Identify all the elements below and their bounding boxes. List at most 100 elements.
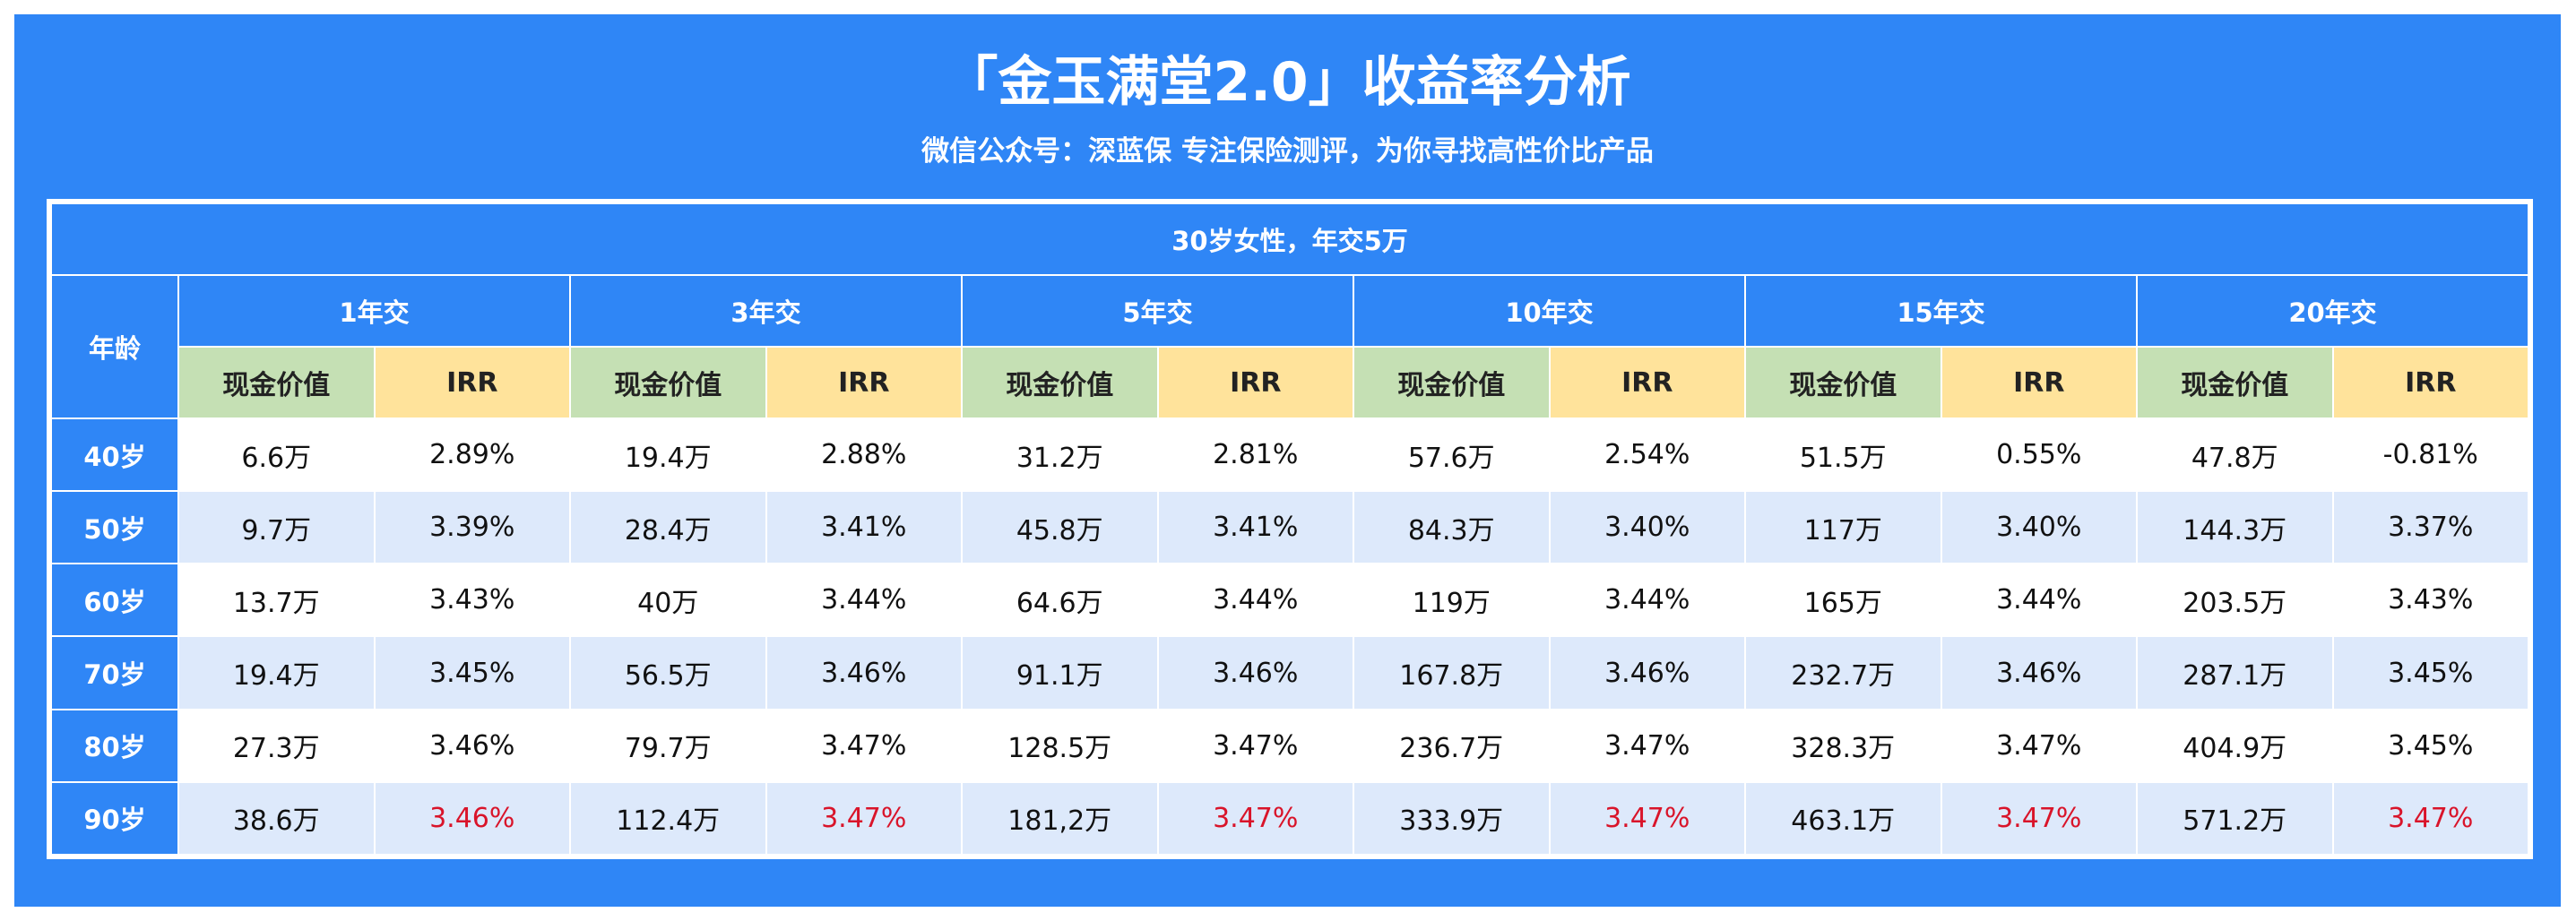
table-row: 80岁 27.3万 3.46% 79.7万 3.47% 128.5万 3.47% 236.7万… [50, 708, 2529, 783]
cash-value-header: 现金价值 [1353, 346, 1551, 419]
cash-value-cell: 64.6万 [961, 563, 1159, 638]
irr-cell: 2.88% [765, 417, 963, 493]
table-row: 70岁 19.4万 3.45% 56.5万 3.46% 91.1万 3.46% 167.8万 3… [50, 635, 2529, 710]
irr-cell: 0.55% [1940, 417, 2138, 493]
age-cell: 40岁 [50, 417, 179, 493]
irr-cell: 2.89% [373, 417, 571, 493]
term-header: 20年交 [2136, 274, 2529, 348]
cash-value-cell: 571.2万 [2136, 780, 2334, 856]
irr-cell: 3.46% [1156, 635, 1354, 710]
cash-value-cell: 91.1万 [961, 635, 1159, 710]
irr-cell: 3.44% [1156, 563, 1354, 638]
irr-cell: 3.43% [373, 563, 571, 638]
irr-cell: 3.46% [373, 780, 571, 856]
table-row: 50岁 9.7万 3.39% 28.4万 3.41% 45.8万 3.41% 84.3万 3.4… [50, 490, 2529, 565]
irr-cell: 3.41% [1156, 490, 1354, 565]
irr-cell: 3.44% [765, 563, 963, 638]
irr-cell: -0.81% [2331, 417, 2529, 493]
cash-value-cell: 144.3万 [2136, 490, 2334, 565]
report-panel: 「金玉满堂2.0」收益率分析 微信公众号：深蓝保 专注保险测评，为你寻找高性价比… [14, 14, 2561, 907]
age-cell: 70岁 [50, 635, 179, 710]
cash-value-cell: 112.4万 [569, 780, 767, 856]
term-header: 5年交 [961, 274, 1354, 348]
age-cell: 50岁 [50, 490, 179, 565]
cash-value-cell: 79.7万 [569, 708, 767, 783]
irr-cell: 3.40% [1940, 490, 2138, 565]
irr-cell: 3.47% [1156, 780, 1354, 856]
term-header: 10年交 [1353, 274, 1746, 348]
irr-cell: 3.44% [1548, 563, 1746, 638]
cash-value-cell: 165万 [1744, 563, 1942, 638]
table-caption: 30岁女性，年交5万 [50, 202, 2529, 276]
irr-table-container: 30岁女性，年交5万 年龄 1年交 3年交 5年交 10年交 15年交 20年交 现金价值… [47, 199, 2533, 859]
term-header: 15年交 [1744, 274, 2138, 348]
irr-cell: 3.41% [765, 490, 963, 565]
irr-cell: 3.47% [1940, 780, 2138, 856]
cash-value-header: 现金价值 [961, 346, 1159, 419]
cash-value-cell: 128.5万 [961, 708, 1159, 783]
cash-value-cell: 19.4万 [177, 635, 376, 710]
cash-value-cell: 31.2万 [961, 417, 1159, 493]
cash-value-cell: 28.4万 [569, 490, 767, 565]
cash-value-cell: 38.6万 [177, 780, 376, 856]
cash-value-cell: 167.8万 [1353, 635, 1551, 710]
cash-value-cell: 13.7万 [177, 563, 376, 638]
irr-cell: 3.47% [765, 780, 963, 856]
cash-value-cell: 40万 [569, 563, 767, 638]
cash-value-cell: 328.3万 [1744, 708, 1942, 783]
cash-value-cell: 56.5万 [569, 635, 767, 710]
term-header: 3年交 [569, 274, 963, 348]
cash-value-header: 现金价值 [569, 346, 767, 419]
cash-value-cell: 232.7万 [1744, 635, 1942, 710]
irr-cell: 3.37% [2331, 490, 2529, 565]
cash-value-cell: 9.7万 [177, 490, 376, 565]
cash-value-cell: 287.1万 [2136, 635, 2334, 710]
irr-header: IRR [373, 346, 571, 419]
cash-value-cell: 119万 [1353, 563, 1551, 638]
irr-cell: 3.47% [1548, 780, 1746, 856]
irr-table: 30岁女性，年交5万 年龄 1年交 3年交 5年交 10年交 15年交 20年交 现金价值… [50, 202, 2529, 856]
irr-cell: 3.46% [1548, 635, 1746, 710]
irr-cell: 3.45% [373, 635, 571, 710]
irr-cell: 2.54% [1548, 417, 1746, 493]
irr-header: IRR [1156, 346, 1354, 419]
irr-header: IRR [1548, 346, 1746, 419]
cash-value-cell: 203.5万 [2136, 563, 2334, 638]
irr-header: IRR [2331, 346, 2529, 419]
irr-cell: 3.39% [373, 490, 571, 565]
irr-cell: 3.47% [1156, 708, 1354, 783]
cash-value-cell: 6.6万 [177, 417, 376, 493]
irr-cell: 3.46% [765, 635, 963, 710]
cash-value-cell: 57.6万 [1353, 417, 1551, 493]
irr-cell: 3.45% [2331, 708, 2529, 783]
cash-value-cell: 84.3万 [1353, 490, 1551, 565]
irr-cell: 3.40% [1548, 490, 1746, 565]
irr-cell: 3.47% [1940, 708, 2138, 783]
cash-value-header: 现金价值 [1744, 346, 1942, 419]
irr-cell: 3.47% [1548, 708, 1746, 783]
cash-value-cell: 19.4万 [569, 417, 767, 493]
table-row: 60岁 13.7万 3.43% 40万 3.44% 64.6万 3.44% 119万 3.44%… [50, 563, 2529, 638]
table-row: 40岁 6.6万 2.89% 19.4万 2.88% 31.2万 2.81% 57.6万 2.5… [50, 417, 2529, 493]
table-row: 90岁 38.6万 3.46% 112.4万 3.47% 181,2万 3.47% 333.9… [50, 780, 2529, 856]
age-header: 年龄 [50, 274, 179, 419]
page-title: 「金玉满堂2.0」收益率分析 [944, 51, 1631, 114]
cash-value-header: 现金价值 [177, 346, 376, 419]
age-cell: 80岁 [50, 708, 179, 783]
cash-value-cell: 404.9万 [2136, 708, 2334, 783]
irr-cell: 3.47% [2331, 780, 2529, 856]
irr-cell: 3.43% [2331, 563, 2529, 638]
cash-value-cell: 45.8万 [961, 490, 1159, 565]
irr-cell: 3.44% [1940, 563, 2138, 638]
age-cell: 90岁 [50, 780, 179, 856]
cash-value-cell: 333.9万 [1353, 780, 1551, 856]
cash-value-cell: 27.3万 [177, 708, 376, 783]
cash-value-cell: 117万 [1744, 490, 1942, 565]
irr-header: IRR [1940, 346, 2138, 419]
cash-value-cell: 463.1万 [1744, 780, 1942, 856]
irr-cell: 3.45% [2331, 635, 2529, 710]
cash-value-cell: 236.7万 [1353, 708, 1551, 783]
cash-value-cell: 51.5万 [1744, 417, 1942, 493]
irr-cell: 3.46% [1940, 635, 2138, 710]
term-header: 1年交 [177, 274, 571, 348]
